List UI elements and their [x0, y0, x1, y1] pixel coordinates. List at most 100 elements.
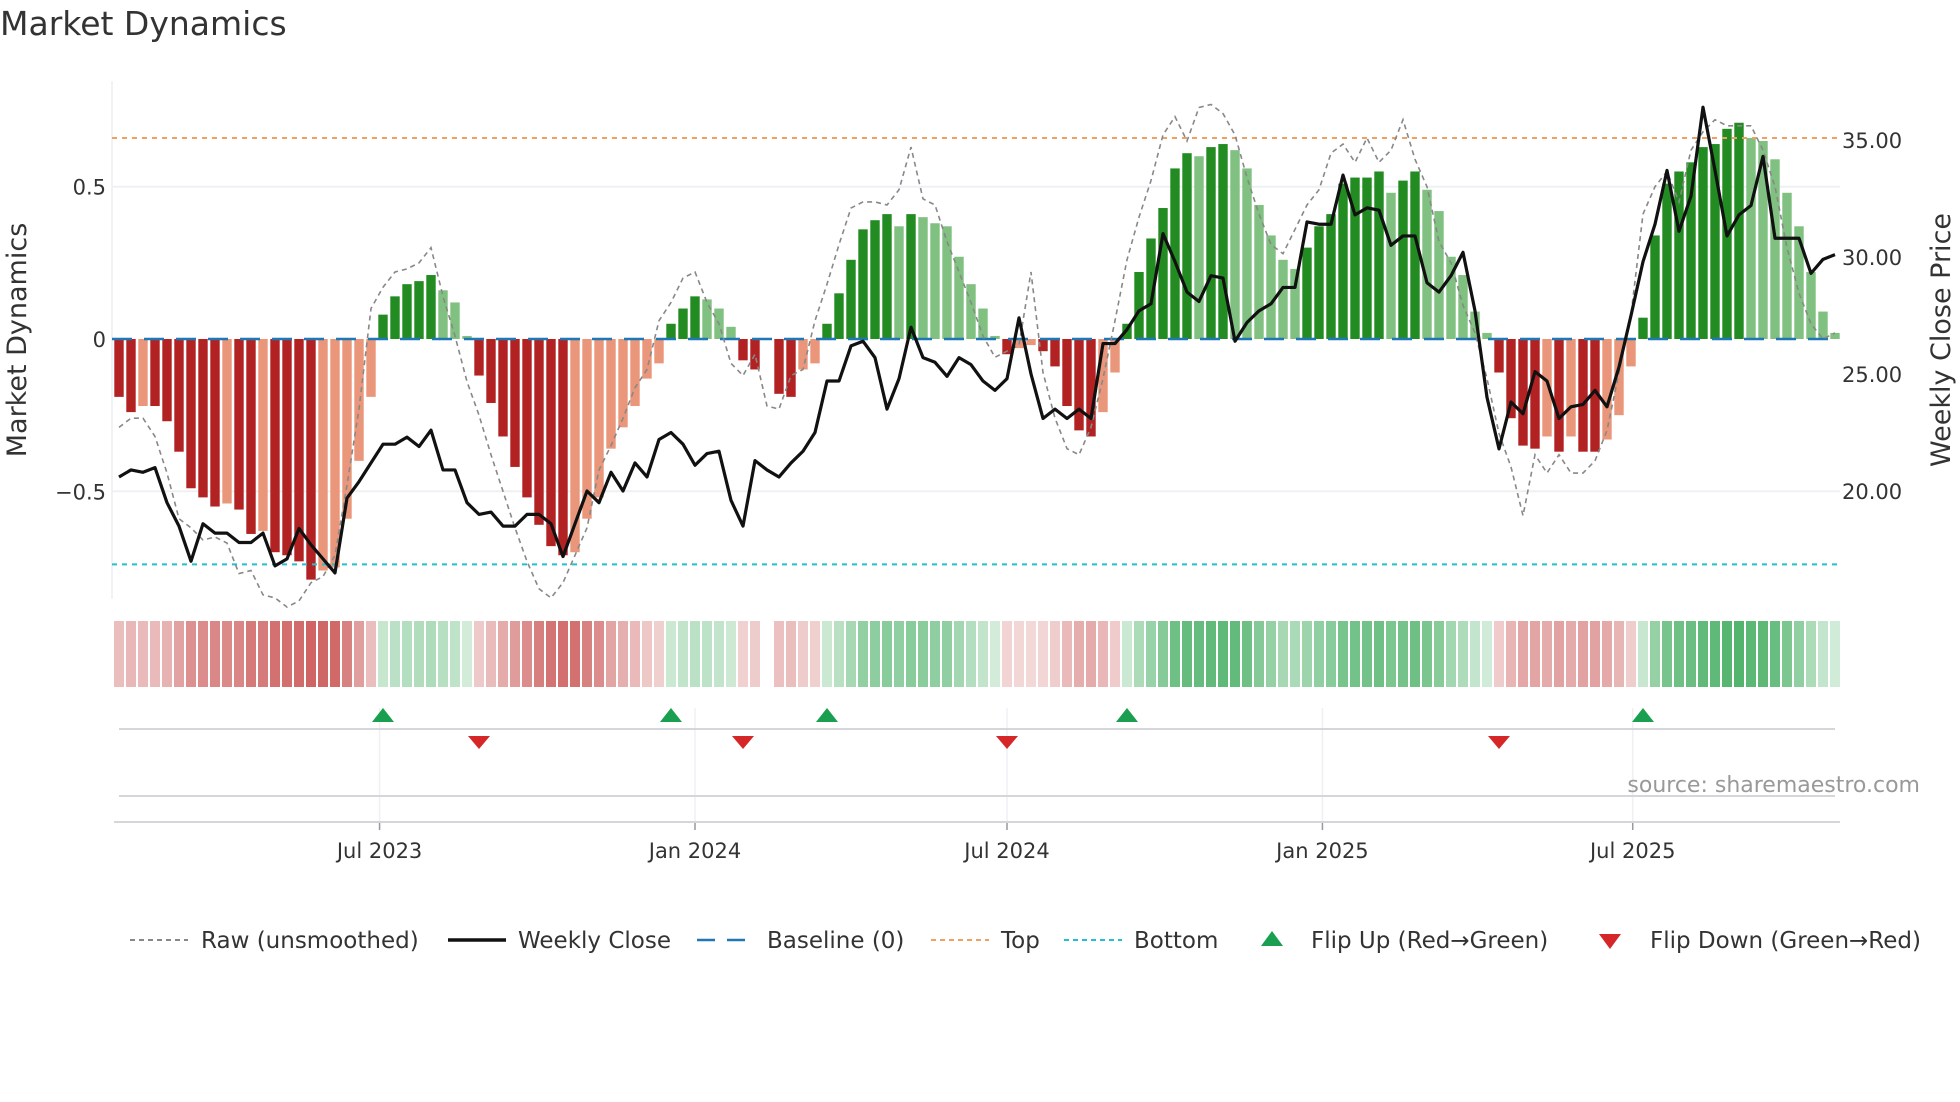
momentum-bar	[750, 339, 760, 370]
momentum-bar	[1542, 339, 1552, 437]
strip-cell	[1098, 621, 1108, 687]
strip-cell	[1074, 621, 1084, 687]
y2-axis-title: Weekly Close Price	[1926, 213, 1957, 467]
strip-cell	[1242, 621, 1252, 687]
momentum-bar	[474, 339, 484, 376]
strip-cell	[654, 621, 664, 687]
level-lines	[112, 136, 1840, 566]
momentum-bar	[390, 296, 400, 339]
strip-cell	[978, 621, 988, 687]
strip-cell	[630, 621, 640, 687]
strip-cell	[594, 621, 604, 687]
strip-cell	[1782, 621, 1792, 687]
strip-cell	[1434, 621, 1444, 687]
momentum-bar	[906, 214, 916, 339]
strip-cell	[378, 621, 388, 687]
flip-up-marker	[1632, 708, 1654, 722]
momentum-bar	[498, 339, 508, 437]
momentum-bar	[450, 302, 460, 339]
strip-cell	[162, 621, 172, 687]
legend-label: Baseline (0)	[767, 928, 904, 954]
strip-cell	[1134, 621, 1144, 687]
strip-cell	[498, 621, 508, 687]
strip-cell	[318, 621, 328, 687]
momentum-bar	[1266, 235, 1276, 339]
flip-up-marker	[660, 708, 682, 722]
legend-flip-down-icon	[1599, 934, 1621, 949]
momentum-bar	[738, 339, 748, 361]
momentum-bar	[354, 339, 364, 461]
y-tick-label: 0.5	[73, 176, 106, 200]
momentum-bar	[114, 339, 124, 397]
momentum-bar	[1386, 192, 1396, 339]
strip-cell	[474, 621, 484, 687]
momentum-bar	[1482, 332, 1492, 339]
momentum-bar	[1158, 208, 1168, 339]
strip-cell	[390, 621, 400, 687]
strip-cell	[1110, 621, 1120, 687]
momentum-bar	[774, 339, 784, 394]
strip-cell	[1218, 621, 1228, 687]
chart-title: Market Dynamics	[0, 4, 287, 43]
momentum-bar	[918, 217, 928, 339]
strip-cell	[522, 621, 532, 687]
strip-cell	[1374, 621, 1384, 687]
momentum-bar	[1494, 339, 1504, 373]
momentum-bar	[174, 339, 184, 452]
legend-flip-up-icon	[1261, 931, 1283, 946]
momentum-bar	[678, 308, 688, 339]
strip-cell	[1278, 621, 1288, 687]
momentum-bar	[702, 299, 712, 339]
legend-label: Weekly Close	[518, 928, 671, 954]
momentum-bar	[1050, 339, 1060, 367]
momentum-bar	[834, 293, 844, 339]
strip-cell	[1122, 621, 1132, 687]
momentum-bar	[1170, 168, 1180, 339]
strip-cell	[1398, 621, 1408, 687]
momentum-bar	[1026, 339, 1036, 346]
strip-cell	[1590, 621, 1600, 687]
series-lines	[118, 103, 1836, 608]
strip-cell	[858, 621, 868, 687]
strip-cell	[1038, 621, 1048, 687]
momentum-bar	[1002, 339, 1012, 355]
strip-cell	[798, 621, 808, 687]
strip-cell	[1638, 621, 1648, 687]
momentum-bar	[1506, 339, 1516, 419]
strip-cell	[1350, 621, 1360, 687]
momentum-bar	[990, 335, 1000, 339]
weekly-close-line	[118, 105, 1836, 575]
strip-cell	[966, 621, 976, 687]
momentum-bar	[270, 339, 280, 553]
strip-cell	[342, 621, 352, 687]
momentum-bars	[114, 122, 1840, 580]
momentum-bar	[1422, 189, 1432, 339]
strip-cell	[1662, 621, 1672, 687]
strip-cell	[126, 621, 136, 687]
strip-cell	[1758, 621, 1768, 687]
momentum-bar	[942, 226, 952, 339]
strip-cell	[702, 621, 712, 687]
strip-cell	[1818, 621, 1828, 687]
momentum-bar	[378, 314, 388, 339]
strip-cell	[438, 621, 448, 687]
strip-cell	[294, 621, 304, 687]
strip-cell	[534, 621, 544, 687]
flip-up-marker	[816, 708, 838, 722]
flip-down-marker	[732, 736, 754, 749]
momentum-bar	[1254, 204, 1264, 339]
y2-tick-label: 35.00	[1842, 129, 1902, 153]
x-tick-label: Jul 2025	[1588, 839, 1675, 863]
strip-cell	[582, 621, 592, 687]
strip-cell	[1722, 621, 1732, 687]
strip-cell	[738, 621, 748, 687]
momentum-bar	[438, 290, 448, 339]
momentum-bar	[1374, 171, 1384, 339]
momentum-bar	[606, 339, 616, 449]
strip-cell	[786, 621, 796, 687]
strip-cell	[1254, 621, 1264, 687]
momentum-bar	[666, 323, 676, 339]
momentum-bar	[1086, 339, 1096, 437]
strip-cell	[1482, 621, 1492, 687]
